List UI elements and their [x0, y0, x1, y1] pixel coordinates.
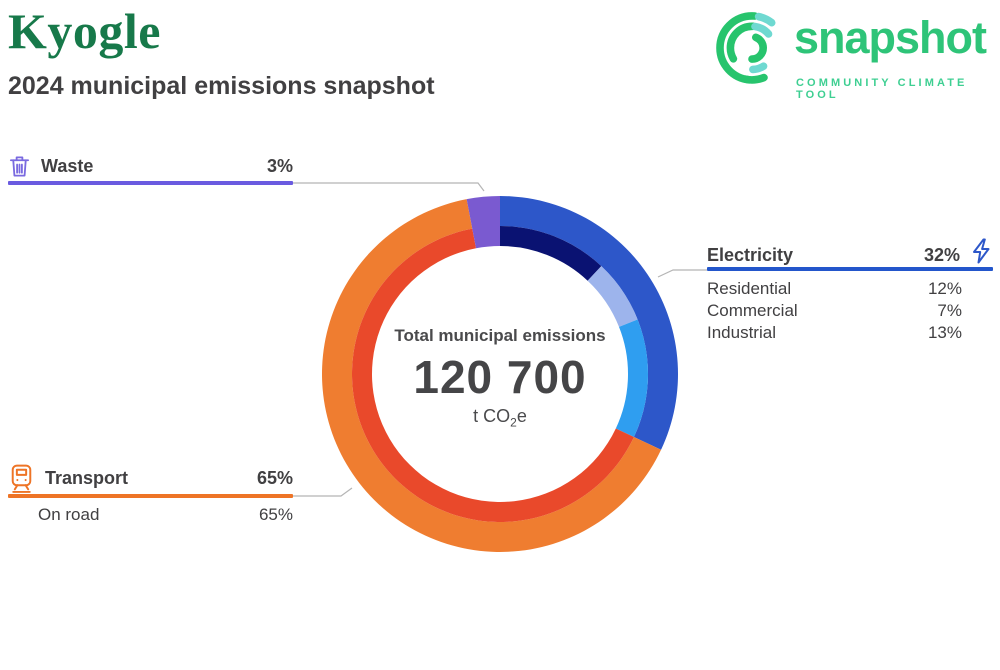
lightning-icon [969, 237, 993, 265]
subsegment-industrial [615, 319, 648, 438]
unit-subscript: 2 [510, 415, 517, 430]
electricity-sub-row: Commercial 7% [707, 300, 962, 322]
page-title: Kyogle [8, 3, 161, 59]
residential-percent: 12% [927, 279, 962, 298]
transport-label: Transport [45, 467, 129, 488]
total-emissions-unit: t CO2e [350, 406, 650, 430]
unit-suffix: e [516, 406, 527, 426]
trash-icon [8, 154, 31, 179]
industrial-label: Industrial [707, 323, 776, 342]
subsegment-commercial [587, 266, 638, 327]
transport-sub-row: On road 65% [38, 504, 293, 526]
electricity-sub-row: Residential 12% [707, 278, 962, 300]
snapshot-spiral-icon [716, 12, 788, 84]
waste-legend: Waste 3% [8, 151, 293, 185]
total-emissions-value: 120 700 [413, 351, 587, 403]
donut-centre-total: Total municipal emissions 120 700 t CO2e [350, 326, 650, 430]
on-road-percent: 65% [258, 505, 293, 524]
electricity-connector-line [657, 269, 707, 278]
snapshot-wordmark: snapshot [794, 12, 987, 63]
snapshot-logo: snapshot COMMUNITY CLIMATE TOOL [710, 0, 1000, 101]
waste-connector-line [293, 182, 485, 192]
electricity-label: Electricity [707, 245, 794, 265]
donut-segments [321, 196, 678, 552]
industrial-percent: 13% [927, 323, 962, 342]
waste-underline [8, 181, 293, 185]
page-subtitle: 2024 municipal emissions snapshot [8, 72, 435, 100]
transport-percent: 65% [256, 467, 293, 488]
electricity-legend: Electricity 32% Residential 12% Commerci… [707, 238, 993, 344]
commercial-percent: 7% [937, 301, 962, 320]
label-connector-lines [293, 182, 707, 497]
train-icon [8, 463, 35, 494]
transport-legend: Transport 65% On road 65% [8, 462, 293, 526]
transport-connector-line [293, 487, 353, 497]
segment-electricity [500, 196, 678, 450]
segment-waste [466, 196, 500, 249]
waste-percent: 3% [266, 155, 293, 176]
electricity-underline [707, 267, 993, 271]
snapshot-tagline: COMMUNITY CLIMATE TOOL [796, 77, 968, 101]
on-road-label: On road [38, 505, 100, 524]
commercial-label: Commercial [707, 301, 798, 320]
electricity-sub-row: Industrial 13% [707, 322, 962, 344]
unit-prefix: t CO [473, 406, 511, 426]
waste-label: Waste [41, 155, 94, 176]
residential-label: Residential [707, 279, 792, 298]
electricity-percent: 32% [923, 245, 960, 265]
total-emissions-label: Total municipal emissions [394, 326, 606, 345]
transport-underline [8, 494, 293, 498]
subsegment-residential [500, 226, 602, 281]
